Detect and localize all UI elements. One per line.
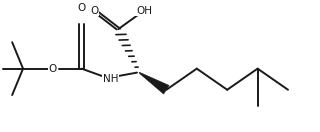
Text: O: O: [49, 64, 57, 74]
Polygon shape: [139, 72, 169, 94]
Text: OH: OH: [136, 6, 152, 16]
Text: NH: NH: [103, 74, 118, 84]
Text: O: O: [90, 6, 99, 16]
Text: O: O: [77, 3, 86, 13]
